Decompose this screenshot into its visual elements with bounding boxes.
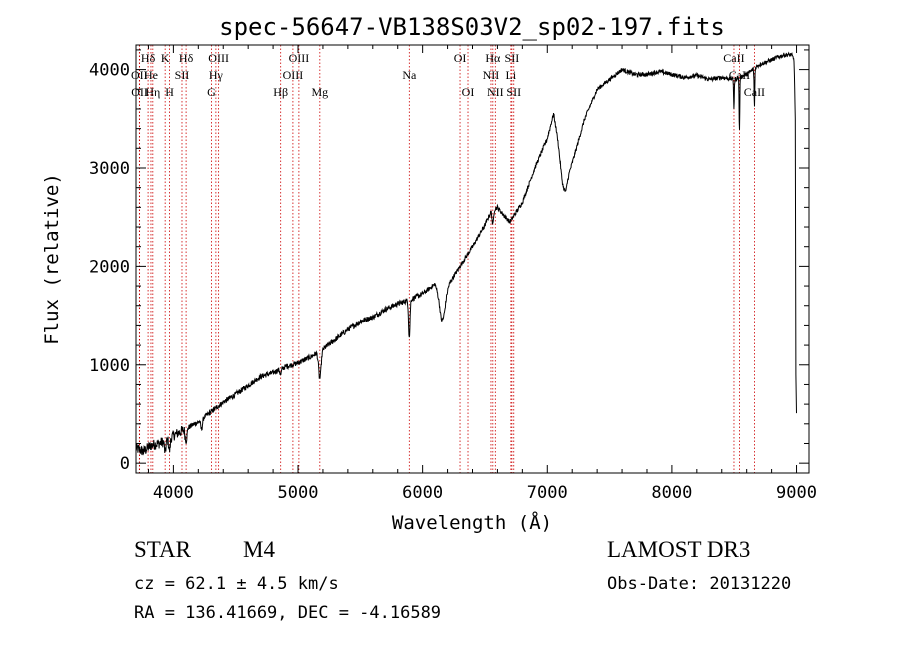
y-axis-label: Flux (relative)	[41, 173, 63, 345]
obs-date-line: Obs-Date: 20131220	[607, 574, 792, 594]
spectral-line-label: H	[165, 85, 174, 99]
spectral-line-label: SII	[506, 85, 521, 99]
spectral-line-label: CaII	[729, 68, 750, 82]
spectral-line-label: SII	[505, 51, 520, 65]
spectral-line-label: OIII	[289, 51, 310, 65]
spectral-line-label: Hη	[145, 85, 160, 99]
spectral-line-label: Hγ	[209, 68, 224, 82]
spectral-line-label: Hβ	[273, 85, 288, 99]
spectral-line-label: K	[161, 51, 170, 65]
x-tick-label: 8000	[651, 483, 692, 503]
x-tick-label: 6000	[402, 483, 443, 503]
x-tick-label: 9000	[776, 483, 817, 503]
spectral-line-label: OIII	[208, 51, 229, 65]
spectral-line-label: He	[144, 68, 158, 82]
spectral-line-label: G	[207, 85, 216, 99]
spectral-line-label: Na	[402, 68, 417, 82]
spectral-line-label: SII	[175, 68, 190, 82]
spectral-line-label: OII	[131, 68, 148, 82]
y-tick-label: 0	[120, 454, 130, 474]
spectral-line-label: Hα	[485, 51, 501, 65]
spectral-line-label: OI	[454, 51, 467, 65]
spectral-line-label: Hδ	[141, 51, 156, 65]
y-tick-label: 4000	[89, 61, 130, 81]
spectral-line-label: Hδ	[179, 51, 194, 65]
y-axis-ticks: 0 1000 2000 3000 4000	[89, 49, 809, 474]
spectral-line-label: Li	[506, 68, 517, 82]
x-axis-label: Wavelength (Å)	[392, 511, 552, 534]
spectral-line-label: OII	[131, 85, 148, 99]
x-tick-label: 4000	[153, 483, 194, 503]
redshift-line: cz = 62.1 ± 4.5 km/s	[134, 574, 339, 594]
object-subclass: M4	[243, 537, 275, 562]
spectral-line-label: NII	[483, 68, 500, 82]
object-class: STAR	[134, 537, 191, 562]
chart-title: spec-56647-VB138S03V2_sp02-197.fits	[219, 13, 725, 41]
spectral-line-label: NII	[487, 85, 504, 99]
survey-name: LAMOST DR3	[607, 537, 751, 562]
coordinates-line: RA = 136.41669, DEC = -4.16589	[134, 603, 442, 623]
y-tick-label: 3000	[89, 159, 130, 179]
y-tick-label: 2000	[89, 257, 130, 277]
plot-frame	[135, 44, 810, 474]
x-tick-label: 7000	[527, 483, 568, 503]
spectral-line-label: OI	[462, 85, 475, 99]
spectral-line-markers	[138, 45, 755, 473]
y-tick-label: 1000	[89, 356, 130, 376]
x-tick-label: 5000	[278, 483, 319, 503]
spectral-line-label: OIII	[283, 68, 304, 82]
spectral-line-label: CaII	[723, 51, 744, 65]
x-axis-ticks: 4000 5000 6000 7000 8000 9000	[147, 45, 817, 503]
spectrum-line	[135, 51, 797, 456]
spectral-line-label: Mg	[311, 85, 328, 99]
